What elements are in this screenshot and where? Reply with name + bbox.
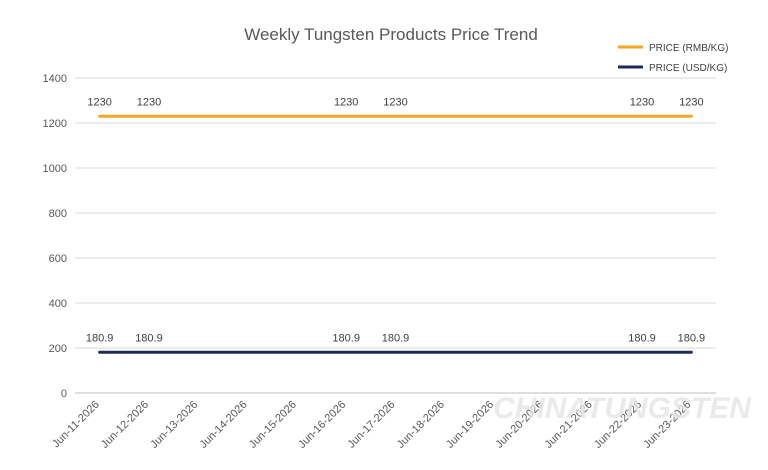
data-label: 180.9 xyxy=(86,332,114,344)
legend-label: PRICE (USD/KG) xyxy=(649,63,727,74)
y-tick-label: 800 xyxy=(49,208,67,220)
x-tick-label: Jun-13-2026 xyxy=(148,399,200,451)
chart-title: Weekly Tungsten Products Price Trend xyxy=(244,25,538,44)
y-tick-label: 1200 xyxy=(43,118,67,130)
data-label: 1230 xyxy=(334,96,358,108)
x-tick-label: Jun-16-2026 xyxy=(296,399,348,451)
legend-label: PRICE (RMB/KG) xyxy=(649,43,728,54)
watermark-logo: CHINATUNGSTEN xyxy=(493,392,752,425)
x-tick-label: Jun-12-2026 xyxy=(99,399,151,451)
data-label: 1230 xyxy=(630,96,654,108)
y-tick-label: 1000 xyxy=(43,163,67,175)
data-labels: 1230 1230 1230 1230 1230 1230 180.9 180.9 180.9 1… xyxy=(86,96,705,344)
data-label: 180.9 xyxy=(678,332,706,344)
x-tick-label: Jun-11-2026 xyxy=(50,399,102,451)
data-label: 180.9 xyxy=(628,332,656,344)
y-tick-label: 1400 xyxy=(43,73,67,85)
x-tick-label: Jun-17-2026 xyxy=(345,399,397,451)
gridlines xyxy=(75,77,716,394)
x-tick-label: Jun-15-2026 xyxy=(247,399,299,451)
legend: PRICE (RMB/KG) PRICE (USD/KG) xyxy=(618,43,728,74)
y-tick-label: 400 xyxy=(49,298,67,310)
data-label: 1230 xyxy=(87,96,111,108)
data-label: 180.9 xyxy=(382,332,410,344)
y-tick-label: 0 xyxy=(61,388,67,400)
data-label: 180.9 xyxy=(332,332,360,344)
data-label: 1230 xyxy=(137,96,161,108)
series-lines xyxy=(98,114,693,354)
y-axis-ticks: 0 200 400 600 800 1000 1200 1400 xyxy=(43,73,67,400)
x-tick-label: Jun-14-2026 xyxy=(198,399,250,451)
data-label: 1230 xyxy=(383,96,407,108)
x-tick-label: Jun-18-2026 xyxy=(395,399,447,451)
y-tick-label: 600 xyxy=(49,253,67,265)
y-tick-label: 200 xyxy=(49,343,67,355)
data-label: 1230 xyxy=(679,96,703,108)
x-tick-label: Jun-19-2026 xyxy=(444,399,496,451)
data-label: 180.9 xyxy=(135,332,163,344)
